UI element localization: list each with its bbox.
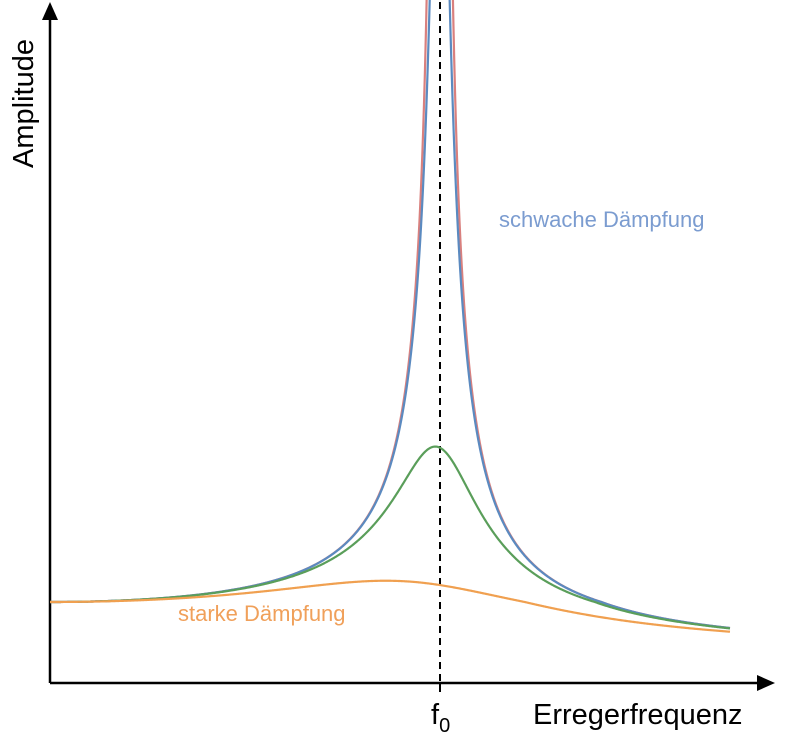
damping-curve-0	[50, 0, 731, 630]
resonance-frequency-subscript: 0	[439, 715, 450, 737]
resonance-frequency-base: f	[431, 699, 440, 731]
resonance-frequency-label: f0	[431, 699, 450, 737]
damping-curve-2	[50, 445, 731, 630]
damping-curve-3	[50, 579, 731, 633]
damping-curve-1	[50, 0, 731, 630]
y-axis-label: Amplitude	[8, 39, 40, 168]
y-axis-arrow	[42, 2, 58, 20]
strong-damping-label: starke Dämpfung	[178, 601, 346, 626]
weak-damping-label: schwache Dämpfung	[499, 207, 704, 232]
x-axis-arrow	[757, 675, 775, 691]
x-axis-label: Erregerfrequenz	[533, 699, 743, 731]
curve-group	[50, 0, 731, 633]
